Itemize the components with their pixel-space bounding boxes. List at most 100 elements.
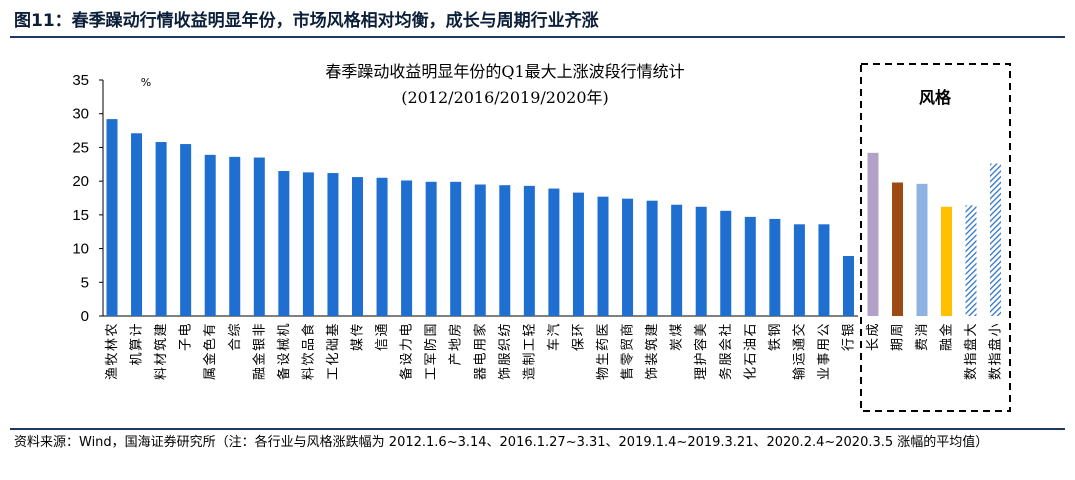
- bar: [769, 218, 781, 316]
- category-label-char: 有: [203, 323, 218, 336]
- category-label-char: 输: [791, 367, 807, 380]
- bar: [155, 142, 167, 316]
- y-tick-label: 20: [72, 173, 89, 190]
- category-label-char: 计: [130, 323, 145, 336]
- bar: [401, 180, 413, 316]
- category-label-char: 运: [792, 352, 807, 365]
- category-label-char: 社: [718, 323, 734, 336]
- category-label-char: 电: [400, 323, 415, 336]
- category-label-char: 服: [719, 352, 734, 365]
- category-label-char: 媒: [351, 338, 366, 351]
- category-label-char: 保: [571, 338, 586, 351]
- category-label: 成长: [866, 323, 881, 351]
- y-tick-label: 30: [72, 106, 89, 123]
- bar: [204, 154, 216, 316]
- category-label-char: 化: [326, 352, 341, 365]
- category-label-char: 军: [424, 352, 439, 365]
- category-label-char: 力: [400, 338, 415, 351]
- category-label-char: 通: [375, 323, 390, 336]
- category-label-char: 药: [596, 338, 611, 351]
- category-label-char: 物: [596, 367, 611, 380]
- category-label-char: 煤: [670, 323, 685, 336]
- category-label-char: 纺: [498, 323, 513, 336]
- category-labels: 农林牧渔计算机建筑材料电子有色金属综合非银金融机械设备食品饮料基础化工传媒通信电…: [105, 323, 1004, 380]
- category-label-char: 化: [743, 367, 758, 380]
- style-group-box: [860, 63, 1011, 412]
- bar: [523, 185, 535, 316]
- category-label-char: 设: [277, 352, 292, 365]
- bar: [450, 181, 462, 316]
- bar: [131, 133, 143, 316]
- category-label-char: 会: [719, 338, 734, 351]
- category-label-char: 行: [842, 338, 857, 351]
- category-label-char: 算: [130, 338, 145, 351]
- category-label-char: 电: [179, 323, 194, 336]
- style-bar-series: [867, 152, 1001, 316]
- category-label-char: 建: [154, 323, 169, 336]
- category-label-char: 综: [228, 323, 243, 336]
- figure-title: 图11：春季躁动行情收益明显年份，市场风格相对均衡，成长与周期行业齐涨: [14, 11, 599, 31]
- category-label-char: 费: [915, 338, 930, 351]
- y-tick-label: 5: [81, 274, 89, 291]
- category-label-char: 小: [989, 323, 1004, 336]
- bar: [671, 204, 683, 316]
- category-label-char: 业: [817, 367, 832, 380]
- source-note: 资料来源：Wind，国海证券研究所（注：各行业与风格涨跌幅为 2012.1.6~…: [14, 435, 989, 450]
- category-label-char: 筑: [153, 338, 169, 351]
- bar: [499, 185, 511, 316]
- y-tick-label: 15: [72, 207, 89, 224]
- category-label-char: 色: [202, 338, 218, 351]
- category-label-char: 饮: [301, 352, 316, 365]
- category-label-char: 械: [277, 338, 292, 351]
- category-label: 综合: [228, 323, 243, 351]
- category-label-char: 房: [448, 323, 464, 336]
- category-label-char: 品: [301, 338, 316, 351]
- category-label-char: 石: [743, 323, 758, 336]
- category-label-char: 铁: [768, 338, 783, 351]
- style-bar: [941, 206, 952, 316]
- bar: [622, 198, 634, 316]
- category-label-char: 装: [645, 352, 660, 365]
- bar: [474, 184, 486, 316]
- category-label-char: 家: [472, 323, 488, 336]
- bar-series: [106, 119, 854, 316]
- bar: [793, 224, 805, 316]
- category-label: 电子: [179, 323, 194, 351]
- bar: [352, 177, 363, 316]
- category-label-char: 工: [424, 367, 439, 380]
- category-label-char: 数: [989, 367, 1004, 380]
- y-tick-label: 25: [72, 139, 89, 156]
- category-label-char: 基: [326, 323, 341, 336]
- category-label-char: 料: [154, 367, 169, 380]
- category-label-char: 盘: [988, 338, 1004, 351]
- category-label-char: 国: [424, 323, 439, 336]
- category-label: 煤炭: [670, 323, 685, 351]
- bar: [572, 192, 584, 316]
- category-label-char: 设: [400, 352, 415, 365]
- category-label-char: 医: [596, 323, 611, 336]
- category-label-char: 服: [498, 352, 513, 365]
- category-label-char: 环: [571, 323, 586, 336]
- unit-label: %: [141, 76, 151, 89]
- bar: [695, 206, 707, 316]
- category-label-char: 数: [964, 367, 979, 380]
- category-label-char: 油: [743, 338, 758, 351]
- y-tick-label: 10: [72, 241, 89, 258]
- category-label-char: 传: [351, 323, 366, 336]
- bar: [597, 196, 609, 316]
- category-label-char: 售: [620, 367, 636, 380]
- category-label-char: 生: [596, 352, 611, 365]
- category-label-char: 成: [866, 323, 881, 336]
- top-rule: [10, 36, 1065, 38]
- category-label-char: 交: [791, 323, 807, 336]
